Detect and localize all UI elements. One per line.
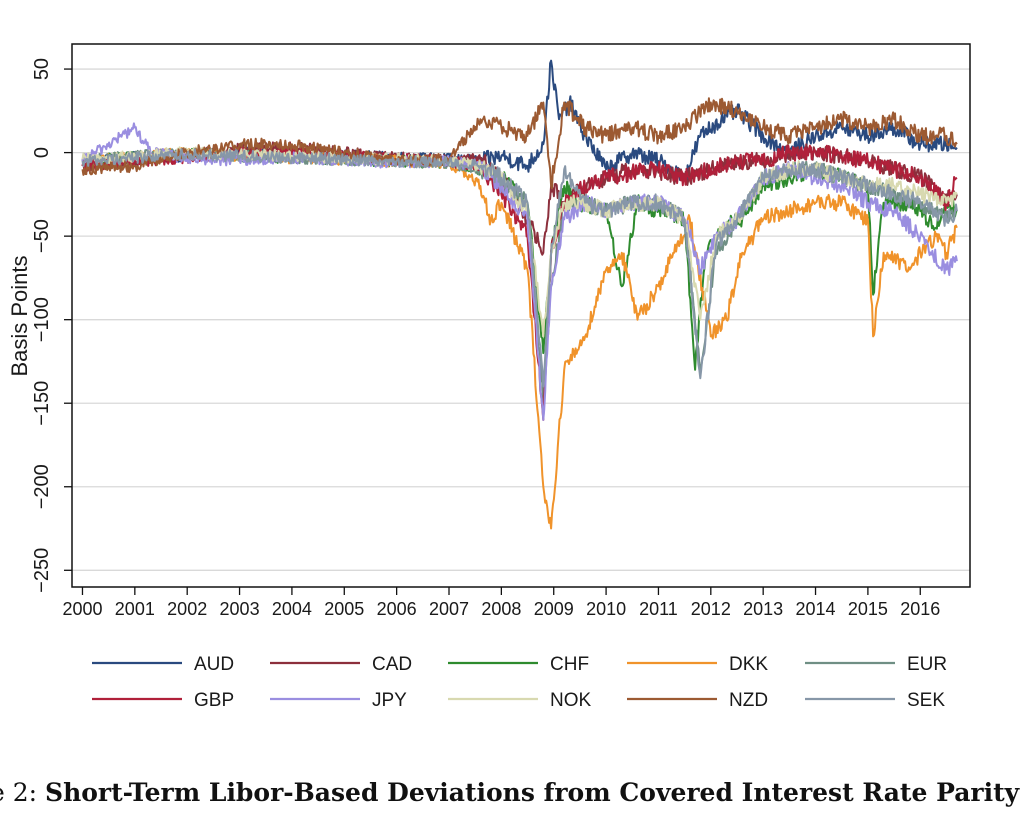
plot-frame: [71, 43, 971, 588]
y-tick-label: −150: [31, 381, 53, 426]
x-tick-label: 2001: [115, 599, 155, 619]
y-tick-label: −250: [31, 548, 53, 593]
x-tick-label: 2007: [429, 599, 469, 619]
gridlines: [72, 68, 970, 571]
legend-label-chf: CHF: [550, 654, 589, 675]
x-tick-label: 2008: [481, 599, 521, 619]
series-line-sek: [81, 148, 958, 388]
caption-prefix: e 2:: [0, 778, 38, 807]
legend-label-nok: NOK: [550, 690, 592, 711]
x-tick-label: 2009: [534, 599, 574, 619]
y-axis-label: Basis Points: [7, 255, 32, 376]
x-tick-label: 2013: [743, 599, 783, 619]
x-tick-label: 2005: [324, 599, 364, 619]
x-tick-label: 2004: [272, 599, 312, 619]
x-tick-label: 2010: [586, 599, 626, 619]
legend: AUD CAD CHF DKK EUR GBP JPY NOK NZD SEK: [92, 654, 947, 711]
figure-caption: e 2: Short-Term Libor-Based Deviations f…: [0, 778, 1030, 807]
x-tick-label: 2015: [848, 599, 888, 619]
x-tick-label: 2016: [900, 599, 940, 619]
legend-label-aud: AUD: [194, 654, 234, 675]
legend-label-sek: SEK: [907, 690, 945, 711]
x-tick-label: 2006: [377, 599, 417, 619]
x-tick-label: 2003: [220, 599, 260, 619]
series-lines: [81, 59, 958, 530]
x-tick-label: 2014: [796, 599, 836, 619]
y-tick-label: −100: [31, 297, 53, 342]
legend-label-cad: CAD: [372, 654, 412, 675]
legend-label-dkk: DKK: [729, 654, 768, 675]
x-tick-label: 2000: [62, 599, 102, 619]
x-tick-label: 2002: [167, 599, 207, 619]
y-tick-label: −50: [31, 219, 53, 253]
series-line-nok: [81, 146, 958, 338]
y-tick-label: 0: [31, 147, 53, 158]
x-axis: 2000 2001 2002 2003 2004 2005 2006 2007 2008 2009…: [62, 587, 940, 619]
cip-deviation-chart: 500−50−100−150−200−250 2000 2001 2002 2003 2…: [7, 43, 971, 711]
series-line-nzd: [81, 97, 958, 190]
y-tick-label: 50: [31, 58, 53, 80]
x-tick-label: 2012: [691, 599, 731, 619]
y-tick-label: −200: [31, 464, 53, 509]
x-tick-label: 2011: [639, 599, 678, 619]
y-axis: 50 0 −50 −100 −150 −200 −250: [31, 58, 72, 593]
legend-label-nzd: NZD: [729, 690, 768, 711]
legend-label-gbp: GBP: [194, 690, 234, 711]
legend-label-eur: EUR: [907, 654, 947, 675]
caption-title: Short-Term Libor-Based Deviations from C…: [45, 778, 1020, 807]
legend-label-jpy: JPY: [372, 690, 407, 711]
